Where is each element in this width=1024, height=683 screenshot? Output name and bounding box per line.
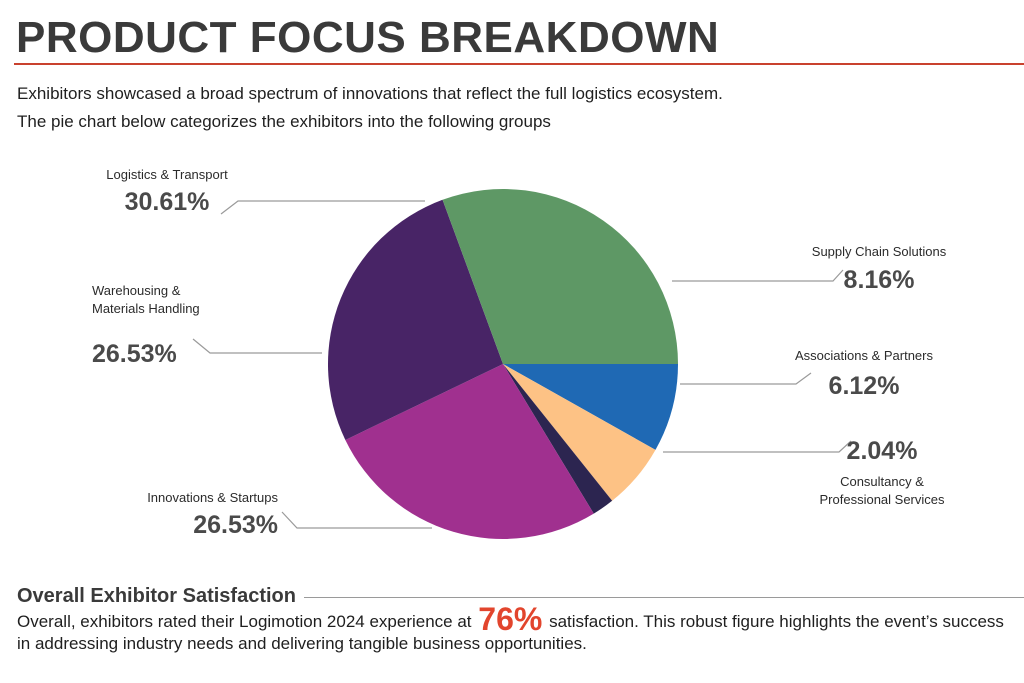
slice-label-innovations-and-startups: Innovations & Startups (147, 490, 278, 505)
satisfaction-text: Overall, exhibitors rated their Logimoti… (17, 603, 1007, 655)
pie-slice-consultancy-and-professional-services (503, 364, 613, 514)
slice-value-supply-chain-solutions: 8.16% (844, 266, 915, 294)
pie-slice-warehousing-and-materials-handling (327, 199, 503, 440)
slice-value-consultancy-and-professional-services: 2.04% (847, 437, 918, 465)
pie-slice-supply-chain-solutions (503, 364, 678, 450)
slice-label-warehousing-and-materials-handling-line-1: Warehousing & (92, 283, 181, 298)
page-title: PRODUCT FOCUS BREAKDOWN (16, 13, 720, 62)
satisfaction-divider (300, 597, 1024, 598)
slice-label-supply-chain-solutions: Supply Chain Solutions (812, 244, 947, 259)
slice-value-warehousing-and-materials-handling: 26.53% (92, 340, 177, 368)
leader-line-consultancy-and-professional-services (663, 440, 852, 453)
slice-label-warehousing-and-materials-handling-line-2: Materials Handling (92, 301, 200, 316)
leader-line-warehousing-and-materials-handling (192, 338, 322, 354)
slice-label-consultancy-and-professional-services-line-2: Professional Services (820, 492, 945, 507)
slice-label-logistics-and-transport: Logistics & Transport (106, 167, 228, 182)
pie-slice-associations-and-partners (503, 364, 656, 501)
satisfaction-percentage: 76% (478, 601, 543, 637)
slice-value-innovations-and-startups: 26.53% (193, 511, 278, 539)
title-divider (14, 63, 1024, 65)
pie-slice-innovations-and-startups (345, 364, 594, 539)
slice-label-consultancy-and-professional-services-line-1: Consultancy & (840, 474, 924, 489)
leader-line-logistics-and-transport (220, 200, 425, 215)
satisfaction-heading: Overall Exhibitor Satisfaction (17, 583, 304, 609)
leader-line-supply-chain-solutions (672, 269, 844, 282)
slice-value-associations-and-partners: 6.12% (829, 372, 900, 400)
slice-label-associations-and-partners: Associations & Partners (795, 348, 934, 363)
intro-line-1: Exhibitors showcased a broad spectrum of… (17, 84, 723, 103)
satisfaction-text-before: Overall, exhibitors rated their Logimoti… (17, 612, 472, 631)
leader-line-associations-and-partners (680, 372, 812, 385)
leader-line-innovations-and-startups (281, 511, 432, 529)
pie-slice-logistics-and-transport (442, 188, 678, 364)
intro-line-2: The pie chart below categorizes the exhi… (17, 112, 551, 131)
satisfaction-text-after: satisfaction. This robust figure highlig… (17, 612, 1004, 653)
slice-value-logistics-and-transport: 30.61% (125, 188, 210, 216)
